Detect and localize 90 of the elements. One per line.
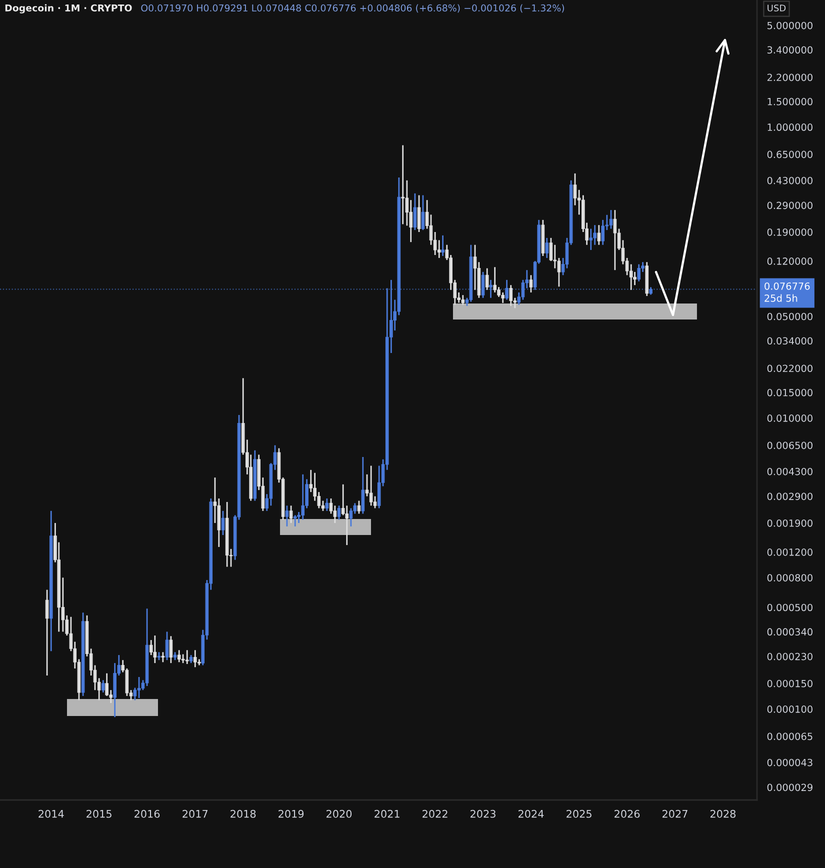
y-tick-label: 0.034000 <box>767 337 812 345</box>
candlestick <box>441 234 444 257</box>
x-tick-label: 2025 <box>566 810 592 818</box>
y-tick-label: 0.120000 <box>767 258 812 265</box>
candlestick <box>369 465 373 506</box>
candlestick <box>557 257 561 288</box>
candlestick <box>45 589 49 676</box>
x-tick-label: 2022 <box>422 810 448 818</box>
candlestick <box>597 224 601 246</box>
y-tick-label: 0.000800 <box>767 574 812 582</box>
y-tick-label: 0.015000 <box>767 388 812 396</box>
candlestick <box>613 209 617 271</box>
candlestick <box>573 172 577 206</box>
candlestick <box>637 264 641 282</box>
candlestick <box>165 631 169 661</box>
chart-subtitle: O0.071970 H0.079291 L0.070448 C0.076776 +0.004806 (+6.68%) −0.001026 (−1.32%) <box>141 4 564 13</box>
candlestick <box>289 504 293 524</box>
candlestick <box>133 687 137 701</box>
y-tick-label: 0.000065 <box>767 732 812 740</box>
y-tick-label: 0.430000 <box>767 176 812 184</box>
y-tick-label: 0.001900 <box>767 519 812 527</box>
x-tick-label: 2024 <box>518 810 544 818</box>
y-tick-label: 0.010000 <box>767 414 812 422</box>
x-tick-label: 2028 <box>710 810 736 818</box>
candlestick <box>413 192 417 231</box>
x-tick-label: 2020 <box>326 810 352 818</box>
y-tick-label: 0.022000 <box>767 364 812 372</box>
candlestick <box>421 194 425 231</box>
candlestick <box>529 274 533 294</box>
chart-title: Dogecoin · 1M · CRYPTO <box>5 4 132 14</box>
candlestick <box>325 498 329 512</box>
y-tick-label: 0.000230 <box>767 652 812 660</box>
candlestick <box>185 649 189 665</box>
y-tick-label: 0.004300 <box>767 468 812 476</box>
candlestick <box>593 224 597 246</box>
y-tick-label: 2.200000 <box>767 74 812 82</box>
candlestick <box>417 194 421 233</box>
y-tick-label: 3.400000 <box>767 46 812 54</box>
candlestick <box>609 209 613 230</box>
y-tick-label: 0.000500 <box>767 604 812 612</box>
y-tick-label: 0.650000 <box>767 150 812 158</box>
candlestick <box>545 237 549 259</box>
x-tick-label: 2017 <box>182 810 208 818</box>
candlestick <box>293 514 297 528</box>
candlestick <box>401 144 405 225</box>
y-tick-label: 5.000000 <box>767 22 812 30</box>
x-tick-label: 2019 <box>278 810 304 818</box>
candlestick <box>301 474 305 520</box>
candlestick <box>629 264 633 291</box>
y-tick-label: 0.000100 <box>767 706 812 713</box>
y-tick-label: 0.006500 <box>767 442 812 450</box>
x-tick-label: 2021 <box>374 810 400 818</box>
x-tick-label: 2018 <box>230 810 256 818</box>
candlestick <box>337 504 341 520</box>
candlestick <box>461 294 465 306</box>
x-tick-label: 2023 <box>470 810 496 818</box>
candlestick <box>493 266 497 294</box>
y-tick-label: 0.190000 <box>767 228 812 236</box>
candlestick <box>101 679 105 694</box>
candlestick <box>601 219 605 246</box>
x-tick-label: 2014 <box>38 810 64 818</box>
y-tick-label: 0.002900 <box>767 492 812 500</box>
candlestick <box>177 649 181 663</box>
candlestick <box>509 284 513 307</box>
ref-line-label: 0.076776 25d 5h <box>764 282 810 302</box>
y-tick-label: 1.000000 <box>768 124 812 131</box>
y-axis-title: USD <box>768 4 786 12</box>
x-tick-label: 2015 <box>86 810 112 818</box>
y-tick-label: 0.000340 <box>767 628 812 636</box>
candlestick <box>221 510 225 536</box>
y-tick-label: 1.500000 <box>768 98 812 106</box>
y-tick-label: 0.290000 <box>767 202 812 210</box>
candlestick <box>153 634 157 664</box>
candlestick <box>137 676 141 699</box>
candlestick <box>361 456 365 514</box>
y-tick-label: 0.000043 <box>767 758 812 766</box>
candlestick <box>321 500 325 512</box>
candlestick <box>285 504 289 528</box>
x-tick-label: 2016 <box>134 810 160 818</box>
y-tick-label: 0.000150 <box>767 680 812 688</box>
candlestick <box>169 635 173 664</box>
y-tick-label: 0.000029 <box>767 784 812 792</box>
candlestick <box>589 228 593 251</box>
x-tick-label: 2026 <box>614 810 640 818</box>
x-tick-label: 2027 <box>662 810 688 818</box>
candlestick <box>193 649 197 668</box>
candlestick <box>161 651 165 663</box>
y-tick-label: 0.001200 <box>767 548 812 556</box>
candlestick <box>485 268 489 291</box>
y-tick-label: 0.050000 <box>767 312 812 320</box>
